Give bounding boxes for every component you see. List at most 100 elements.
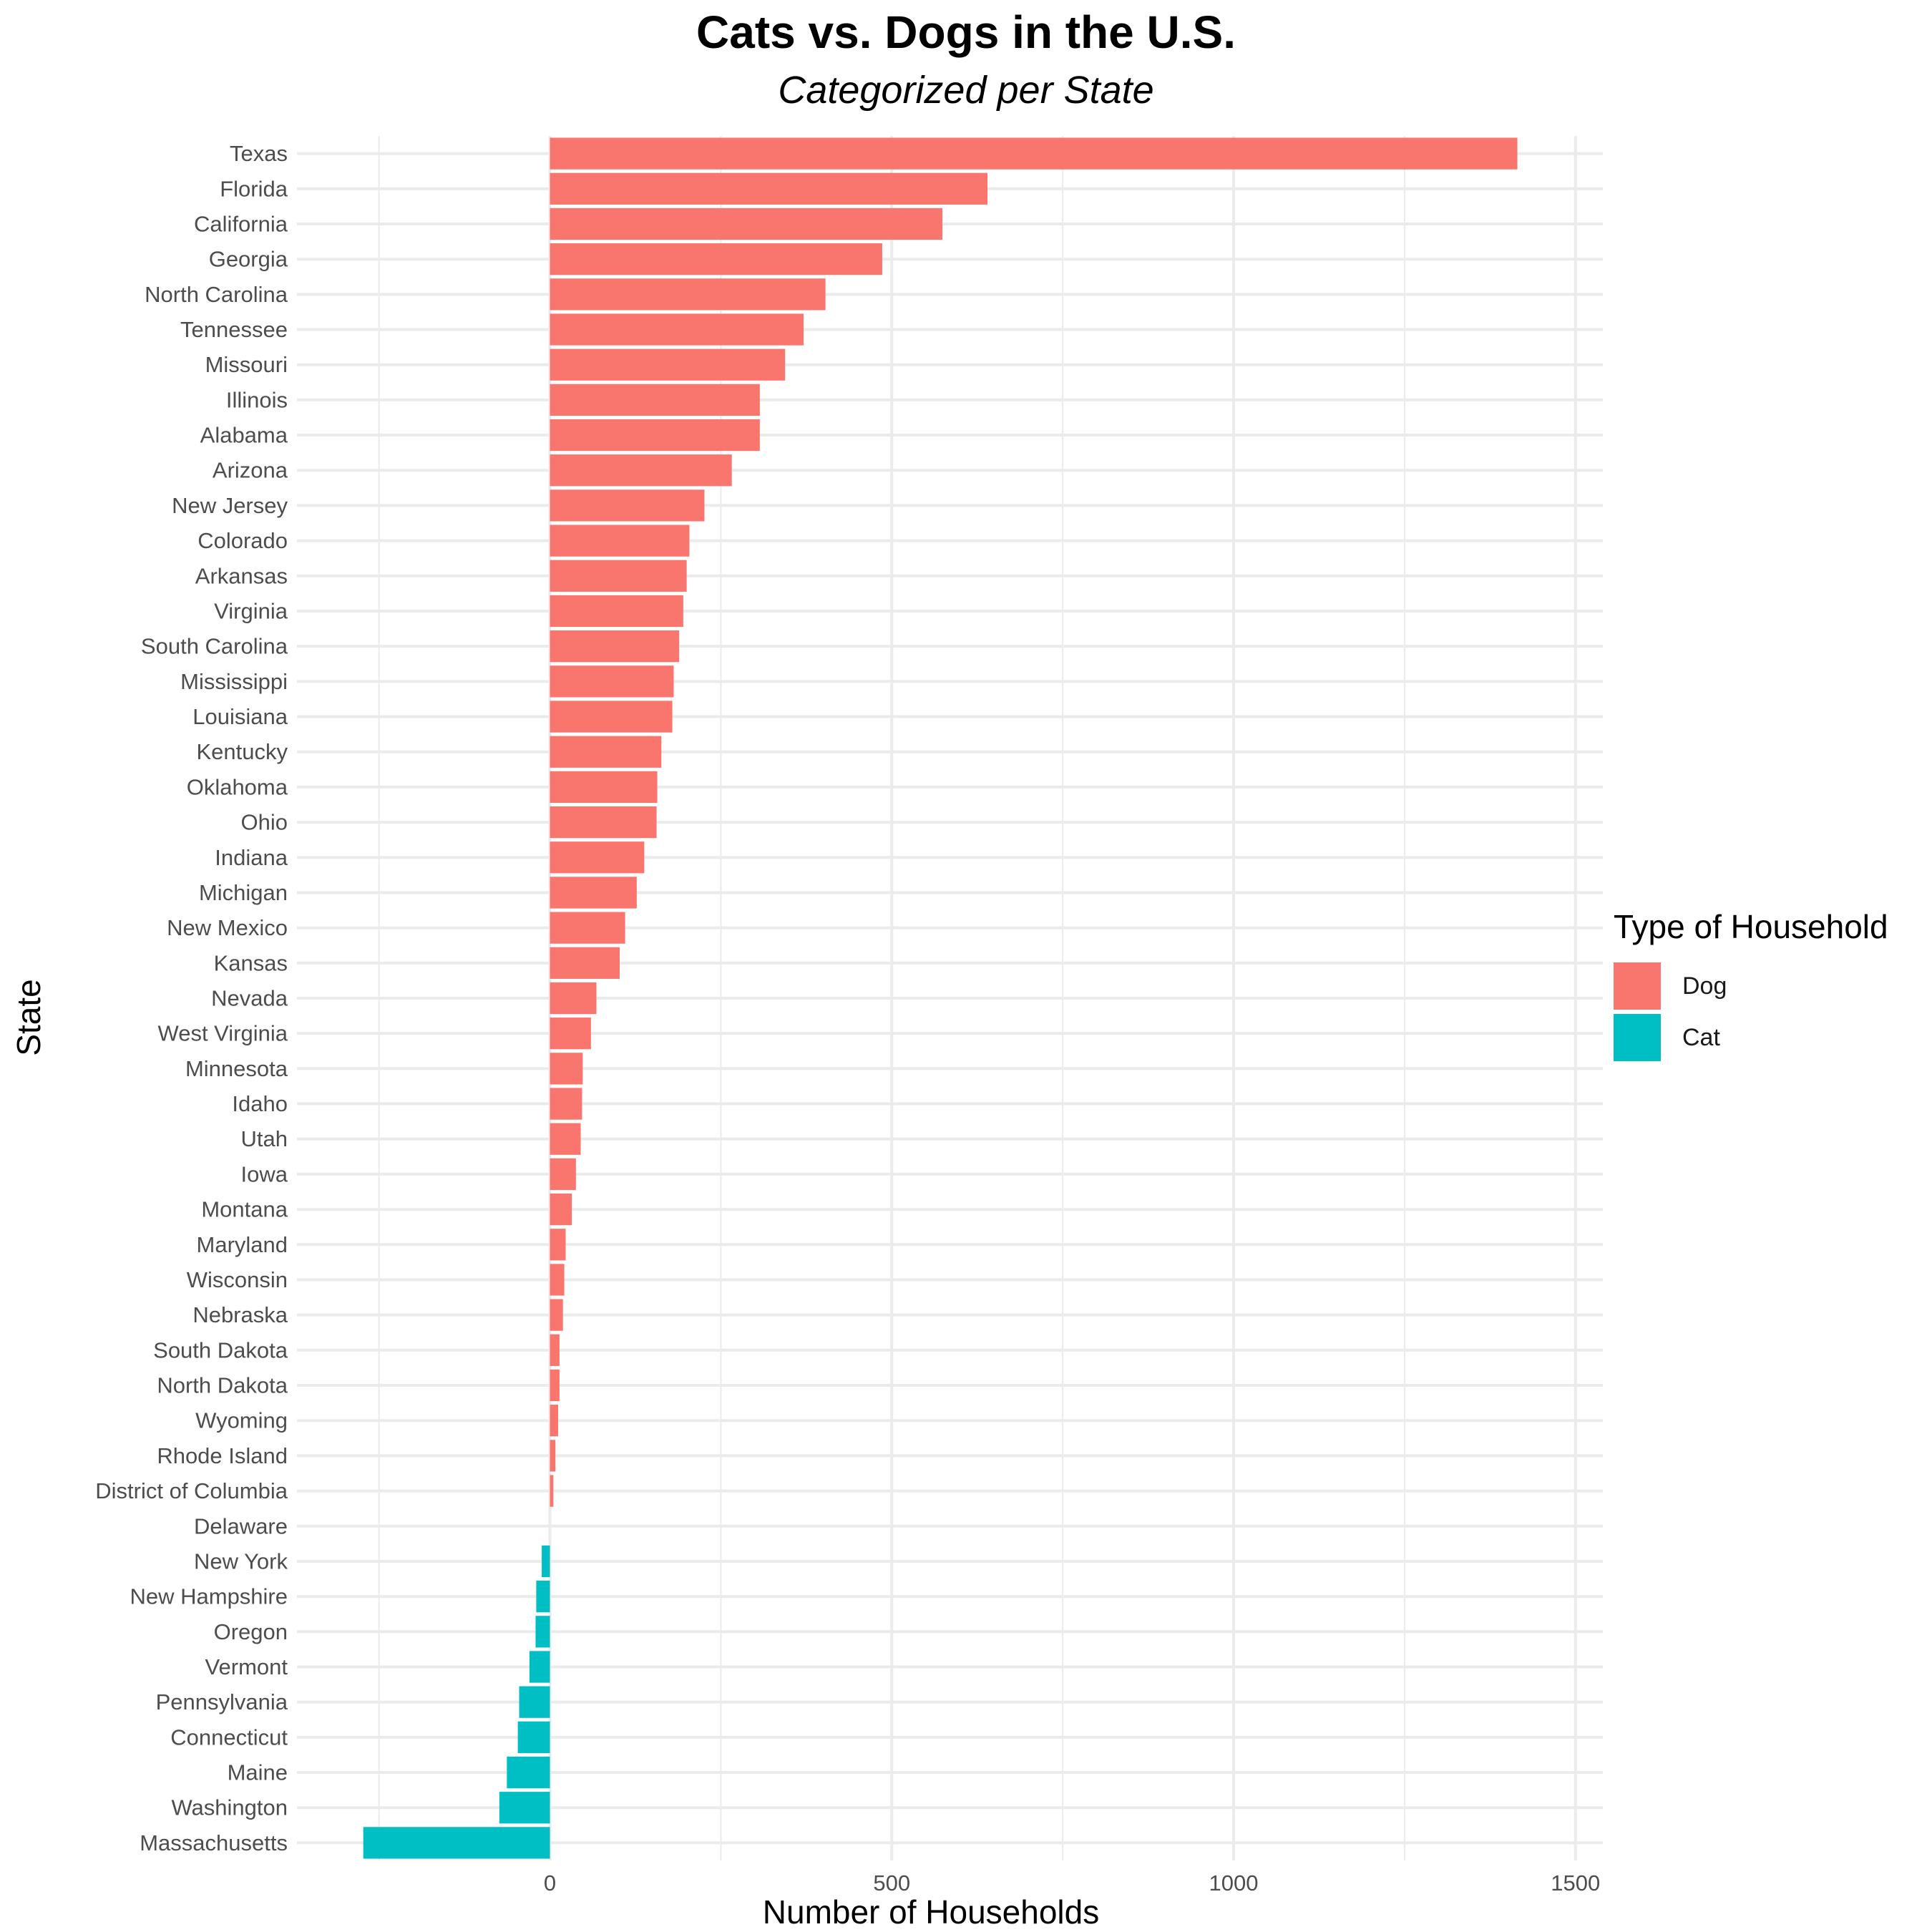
legend-swatch-cat	[1614, 1014, 1661, 1061]
y-tick-label: New York	[194, 1548, 288, 1574]
y-tick-label: Virginia	[214, 598, 288, 623]
y-tick-label: Louisiana	[192, 704, 288, 729]
y-tick-label: Delaware	[194, 1513, 288, 1538]
bar-south-dakota	[550, 1334, 560, 1366]
y-tick-label: District of Columbia	[95, 1478, 288, 1503]
bar-connecticut	[517, 1721, 550, 1753]
legend-swatch-dog	[1614, 962, 1661, 1010]
y-tick-label: Maine	[228, 1760, 288, 1785]
bar-massachusetts	[363, 1827, 550, 1859]
legend: Type of Household Dog Cat	[1614, 907, 1888, 1063]
y-tick-label: Ohio	[241, 810, 288, 835]
y-tick-label: Vermont	[205, 1654, 288, 1679]
y-tick-label: Texas	[230, 141, 288, 166]
bar-illinois	[550, 384, 760, 416]
y-tick-label: New Jersey	[172, 493, 288, 518]
y-tick-label: Wyoming	[195, 1408, 288, 1433]
y-tick-label: Florida	[220, 176, 288, 201]
bar-utah	[550, 1123, 581, 1155]
bar-alabama	[550, 419, 760, 452]
y-tick-label: Kentucky	[196, 739, 288, 764]
bar-new-hampshire	[536, 1580, 550, 1613]
bars	[363, 137, 1518, 1859]
bar-kentucky	[550, 736, 662, 768]
bar-georgia	[550, 243, 882, 275]
bar-iowa	[550, 1158, 576, 1191]
y-tick-label: California	[194, 211, 288, 236]
y-tick-label: South Carolina	[141, 634, 288, 659]
x-tick-label: 0	[544, 1870, 556, 1896]
bar-district-of-columbia	[550, 1475, 554, 1507]
y-tick-labels: Texas Florida California Georgia North Carol…	[95, 141, 288, 1855]
bar-ohio	[550, 806, 657, 839]
chart-title: Cats vs. Dogs in the U.S.	[696, 6, 1236, 58]
y-tick-label: Nebraska	[192, 1302, 288, 1327]
y-tick-label: Missouri	[205, 352, 288, 377]
y-tick-label: West Virginia	[158, 1021, 288, 1046]
bar-virginia	[550, 595, 683, 628]
y-tick-label: Massachusetts	[140, 1830, 288, 1855]
bar-arkansas	[550, 560, 687, 592]
y-tick-label: New Hampshire	[130, 1584, 288, 1609]
bar-rhode-island	[550, 1440, 556, 1472]
bar-oregon	[535, 1616, 550, 1648]
y-tick-label: Oklahoma	[187, 774, 288, 799]
bar-michigan	[550, 877, 637, 909]
y-tick-label: Michigan	[199, 880, 288, 905]
legend-title: Type of Household	[1614, 908, 1888, 945]
y-tick-label: Arizona	[213, 458, 288, 483]
bar-pennsylvania	[519, 1686, 550, 1718]
bar-kansas	[550, 947, 620, 979]
legend-item-cat: Cat	[1614, 1012, 1888, 1063]
y-tick-label: Nevada	[211, 986, 288, 1011]
bar-indiana	[550, 841, 645, 874]
y-tick-label: Georgia	[209, 247, 288, 272]
y-tick-label: Mississippi	[180, 669, 288, 694]
bar-new-mexico	[550, 912, 625, 944]
x-tick-labels: 0 500 1000 1500	[544, 1870, 1600, 1896]
y-tick-label: Arkansas	[195, 563, 288, 588]
bar-tennessee	[550, 313, 804, 346]
bar-arizona	[550, 454, 732, 487]
chart-subtitle: Categorized per State	[778, 69, 1154, 112]
y-tick-label: New Mexico	[167, 915, 288, 940]
y-axis-title: State	[10, 979, 47, 1055]
y-tick-label: Wisconsin	[187, 1267, 288, 1292]
legend-label-cat: Cat	[1682, 1023, 1720, 1051]
bar-louisiana	[550, 701, 673, 733]
bar-south-carolina	[550, 630, 680, 663]
bar-minnesota	[550, 1053, 583, 1085]
bar-mississippi	[550, 665, 674, 698]
y-tick-label: Pennsylvania	[156, 1689, 288, 1714]
bar-nebraska	[550, 1299, 563, 1331]
bar-florida	[550, 172, 988, 205]
y-tick-label: Kansas	[214, 950, 288, 975]
y-tick-label: Rhode Island	[157, 1443, 288, 1468]
x-tick-label: 500	[873, 1870, 910, 1896]
legend-item-dog: Dog	[1614, 960, 1888, 1012]
y-tick-label: Maryland	[197, 1232, 288, 1257]
bar-washington	[499, 1792, 550, 1824]
y-tick-label: Utah	[241, 1126, 288, 1151]
y-tick-label: Iowa	[241, 1161, 288, 1186]
y-tick-label: Alabama	[200, 423, 288, 448]
legend-label-dog: Dog	[1682, 972, 1727, 1000]
bar-new-jersey	[550, 489, 705, 522]
y-tick-label: North Dakota	[157, 1373, 288, 1398]
x-tick-label: 1000	[1209, 1870, 1259, 1896]
bar-texas	[550, 137, 1518, 170]
bar-west-virginia	[550, 1018, 591, 1050]
y-tick-label: Indiana	[215, 845, 288, 870]
y-tick-label: Washington	[171, 1795, 288, 1820]
y-tick-label: Colorado	[197, 528, 288, 553]
x-tick-label: 1500	[1551, 1870, 1600, 1896]
bar-maryland	[550, 1229, 566, 1261]
bar-maine	[507, 1756, 550, 1789]
bar-idaho	[550, 1088, 582, 1120]
x-axis-title: Number of Households	[763, 1893, 1099, 1931]
bar-california	[550, 208, 942, 240]
y-tick-label: Connecticut	[170, 1724, 288, 1750]
bar-montana	[550, 1193, 572, 1226]
bar-vermont	[529, 1651, 550, 1683]
